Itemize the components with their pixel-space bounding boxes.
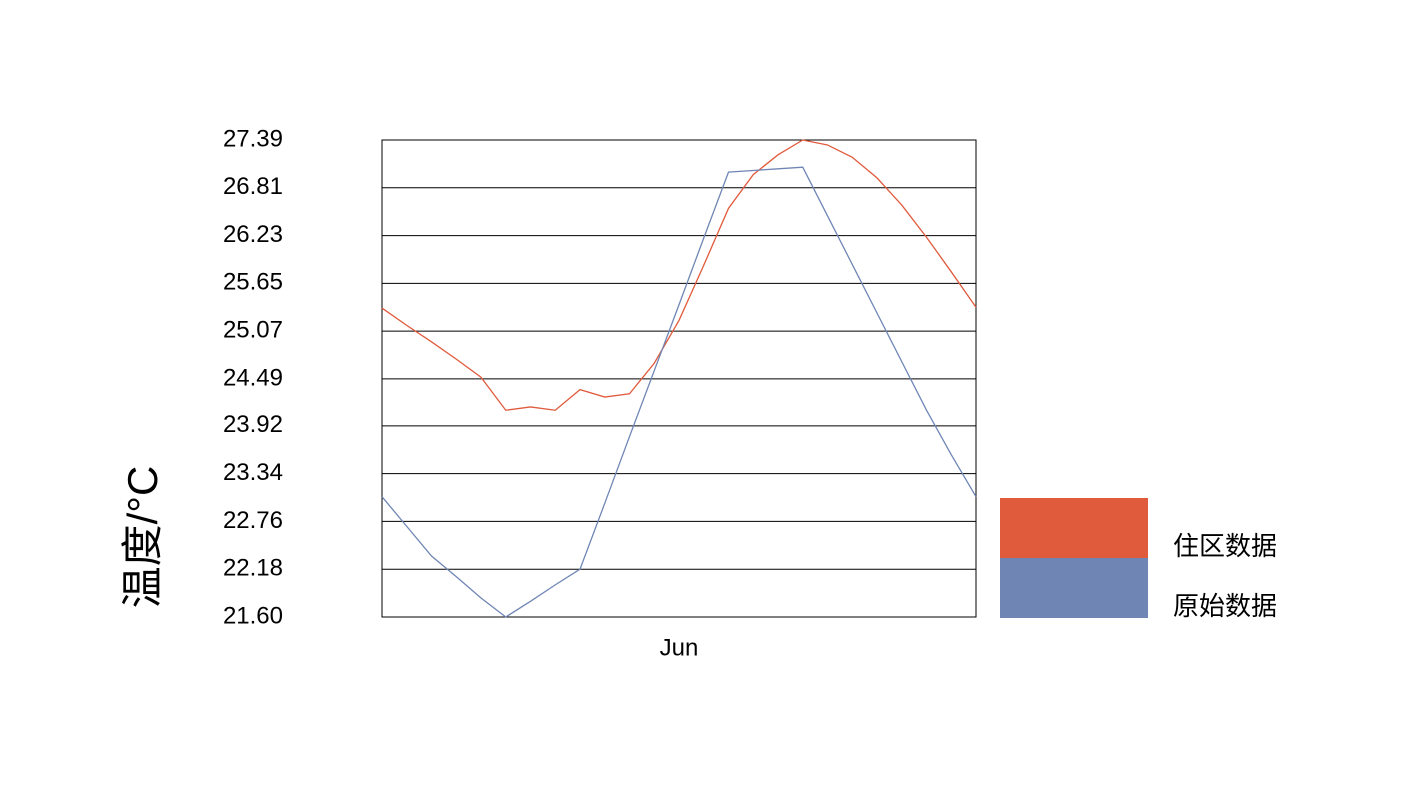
legend-swatch [1000,498,1148,558]
y-tick-label: 23.34 [223,459,283,486]
y-tick-label: 24.49 [223,364,283,391]
y-tick-label: 22.76 [223,507,283,534]
y-axis-label: 温度/°C [119,466,166,609]
y-tick-label: 22.18 [223,555,283,582]
y-tick-label: 25.65 [223,269,283,296]
series-line [381,139,977,411]
plot-border [381,139,977,618]
legend-label: 住区数据 [1173,531,1277,561]
series-line [381,166,977,618]
y-tick-label: 26.23 [223,221,283,248]
x-tick-label: Jun [660,634,699,661]
legend-label: 原始数据 [1173,591,1277,621]
y-tick-label: 26.81 [223,173,283,200]
legend-swatch [1000,558,1148,618]
y-tick-label: 25.07 [223,316,283,343]
y-tick-label: 27.39 [223,125,283,152]
y-tick-label: 21.60 [223,602,283,629]
y-tick-label: 23.92 [223,411,283,438]
